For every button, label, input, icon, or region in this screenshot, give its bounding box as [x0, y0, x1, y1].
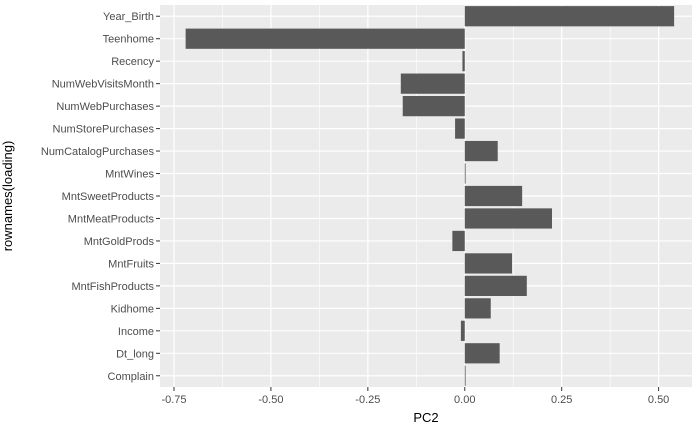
x-axis-ticks: -0.75 -0.50 -0.25 0.00 0.25 0.50 — [161, 387, 669, 406]
bar-MntFruits — [464, 253, 513, 274]
bar-NumCatalogPurchases — [464, 140, 498, 162]
y-tick-label: Income — [118, 326, 154, 338]
bar-MntGoldProds — [452, 230, 465, 252]
bar-Year_Birth — [464, 6, 675, 27]
y-tick-label: MntMeatProducts — [68, 213, 155, 225]
x-axis-title: PC2 — [413, 410, 438, 425]
y-tick-label: MntFishProducts — [71, 281, 154, 293]
y-tick-label: Year_Birth — [103, 11, 154, 23]
bar-Income — [460, 320, 465, 341]
x-tick-label: -0.25 — [355, 394, 380, 406]
x-tick-label: 0.50 — [648, 394, 669, 406]
bar-MntMeatProducts — [464, 208, 552, 229]
bar-Dt_long — [464, 343, 500, 364]
x-tick-label: -0.50 — [258, 394, 283, 406]
bar-Complain — [464, 365, 466, 386]
bar-MntSweetProducts — [464, 185, 523, 207]
bar-MntWines — [464, 163, 466, 184]
x-tick-label: 0.00 — [454, 394, 475, 406]
y-tick-label: MntFruits — [108, 258, 154, 270]
bar-NumStorePurchases — [455, 118, 465, 139]
x-tick-label: 0.25 — [551, 394, 572, 406]
y-tick-label: Complain — [108, 371, 154, 383]
y-tick-label: NumStorePurchases — [53, 124, 155, 136]
y-axis-ticks: Year_Birth Teenhome Recency NumWebVisitsMon… — [41, 11, 160, 383]
y-tick-label: NumWebVisitsMonth — [52, 79, 154, 91]
bar-Recency — [462, 51, 465, 72]
y-tick-label: Teenhome — [103, 34, 154, 46]
bar-Kidhome — [464, 298, 491, 319]
y-tick-label: MntSweetProducts — [62, 191, 155, 203]
y-tick-label: Recency — [111, 56, 154, 68]
y-tick-label: MntWines — [105, 169, 154, 181]
bar-MntFishProducts — [464, 275, 527, 296]
bar-NumWebPurchases — [402, 96, 465, 117]
bar-NumWebVisitsMonth — [400, 73, 465, 94]
y-tick-label: NumWebPurchases — [56, 101, 154, 113]
y-axis-title: rownames(loading) — [0, 141, 15, 252]
y-tick-label: NumCatalogPurchases — [41, 146, 155, 158]
bar-Teenhome — [185, 28, 465, 49]
y-tick-label: MntGoldProds — [84, 236, 155, 248]
bars — [185, 6, 675, 386]
y-tick-label: Kidhome — [111, 303, 154, 315]
y-tick-label: Dt_long — [116, 348, 154, 360]
x-tick-label: -0.75 — [161, 394, 186, 406]
